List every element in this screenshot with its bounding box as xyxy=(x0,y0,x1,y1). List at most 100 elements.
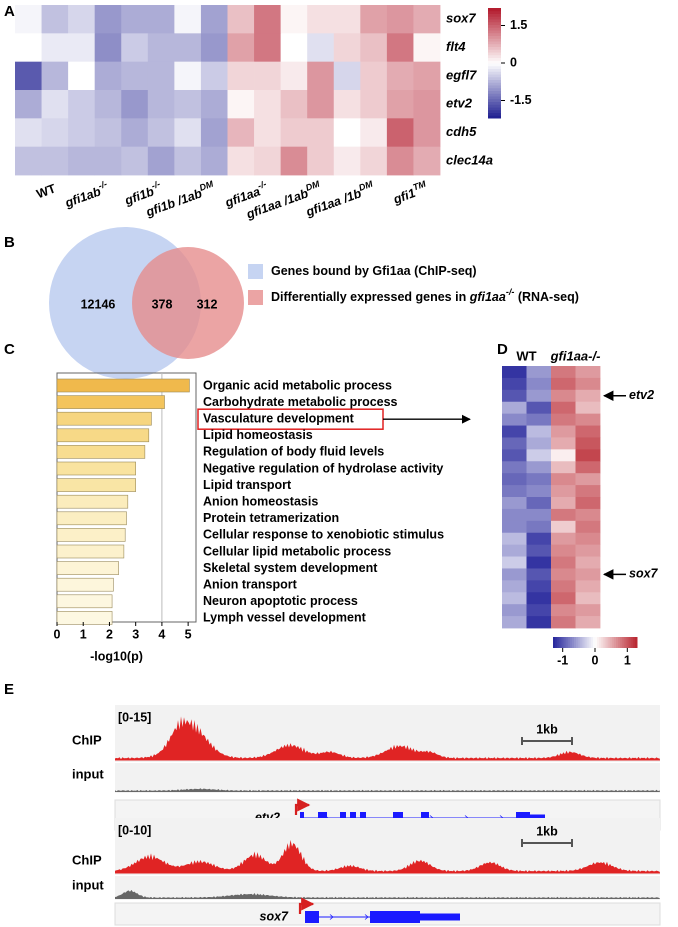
heatmap-cell xyxy=(174,90,202,119)
column-label-sup: TM xyxy=(412,179,428,193)
column-label-text: gfi1ab xyxy=(63,185,104,211)
colorbar-step xyxy=(488,71,501,75)
heatmap-cell xyxy=(551,366,576,379)
heatmap-cell xyxy=(575,532,601,546)
colorbar-step xyxy=(488,43,501,47)
scale-label: 1kb xyxy=(536,824,558,838)
heatmap-cell xyxy=(502,389,527,403)
heatmap-cell xyxy=(200,90,228,119)
heatmap-cell xyxy=(200,33,228,63)
heatmap-cell xyxy=(174,61,202,91)
heatmap-cell xyxy=(502,401,527,415)
heatmap-cell xyxy=(200,118,228,148)
heatmap-cell xyxy=(575,449,601,462)
panel-label: D xyxy=(497,341,508,358)
heatmap-cell xyxy=(575,497,601,510)
heatmap-cell xyxy=(68,118,96,148)
colorbar-step xyxy=(488,35,501,39)
heatmap-cell xyxy=(307,118,335,148)
colorbar-step xyxy=(488,63,501,67)
heatmap-cell xyxy=(280,90,308,119)
colorbar-step xyxy=(488,21,501,25)
heatmap-cell xyxy=(41,90,69,119)
column-label: gfi1TM xyxy=(390,179,430,207)
colorbar-step xyxy=(574,637,577,648)
heatmap-cell xyxy=(360,118,388,148)
heatmap-cell xyxy=(526,604,552,617)
heatmap-cell xyxy=(551,616,576,629)
panel-label: B xyxy=(4,234,15,251)
heatmap-cell xyxy=(551,425,576,438)
legend-label: Genes bound by Gfi1aa (ChIP-seq) xyxy=(271,264,477,278)
colorbar-tick-label: 0 xyxy=(510,55,517,69)
heatmap-cell xyxy=(333,33,361,63)
heatmap-cell xyxy=(575,377,601,391)
track-label: ChIP xyxy=(72,852,102,867)
heatmap-cell xyxy=(121,5,149,34)
colorbar-step xyxy=(634,637,638,648)
heatmap-cell xyxy=(333,146,361,176)
bar xyxy=(56,594,113,609)
colorbar-step xyxy=(618,637,621,648)
category-label: Negative regulation of hydrolase activit… xyxy=(203,461,443,475)
heatmap-cell xyxy=(551,485,576,498)
heatmap-cell xyxy=(526,532,552,546)
heatmap-cell xyxy=(575,473,601,486)
venn-set xyxy=(132,247,244,359)
heatmap-cell xyxy=(121,90,149,119)
colorbar-step xyxy=(488,46,501,50)
heatmap-cell xyxy=(121,33,149,63)
heatmap-cell xyxy=(68,61,96,91)
bar xyxy=(56,378,190,393)
x-tick-label: 4 xyxy=(158,627,165,641)
colorbar-step xyxy=(571,637,575,648)
row-label: etv2 xyxy=(446,96,473,111)
heatmap-cell xyxy=(68,33,96,63)
bar xyxy=(56,544,125,559)
heatmap-cell xyxy=(526,413,552,426)
heatmap-cell xyxy=(254,61,282,91)
scale-label: 1kb xyxy=(536,722,558,736)
heatmap-cell xyxy=(526,592,552,605)
heatmap-cell xyxy=(413,146,441,176)
heatmap-cell xyxy=(413,33,441,63)
heatmap-cell xyxy=(526,377,552,391)
colorbar-step xyxy=(488,98,501,102)
x-tick-label: 1 xyxy=(80,627,87,641)
heatmap-cell xyxy=(227,90,255,119)
heatmap-cell xyxy=(174,33,202,63)
heatmap-cell xyxy=(502,425,527,438)
column-label-sup: DM xyxy=(358,179,375,193)
bar xyxy=(56,395,165,409)
heatmap-cell xyxy=(551,449,576,462)
x-axis-label: -log10(p) xyxy=(90,649,143,663)
heatmap-cell xyxy=(575,592,601,605)
category-label: Skeletal system development xyxy=(203,561,378,575)
colorbar-step xyxy=(488,107,501,111)
venn-count: 312 xyxy=(197,297,218,311)
column-label-sup: DM xyxy=(198,179,215,193)
colorbar-step xyxy=(588,637,592,648)
heatmap-cell xyxy=(174,118,202,148)
colorbar-step xyxy=(488,90,501,94)
colorbar-step xyxy=(488,49,501,53)
colorbar-step xyxy=(488,10,501,14)
heatmap-cell xyxy=(526,461,552,474)
heatmap-cell xyxy=(386,146,414,176)
track-label: input xyxy=(72,877,104,892)
heatmap-cell xyxy=(147,90,175,119)
heatmap-cell xyxy=(502,616,527,629)
heatmap-cell xyxy=(200,61,228,91)
colorbar-step xyxy=(599,637,602,648)
column-label-text: WT xyxy=(35,182,58,202)
heatmap-cell xyxy=(200,5,228,34)
column-label-sup: DM xyxy=(304,179,321,193)
column-label: WT xyxy=(516,348,536,363)
colorbar-step xyxy=(488,16,501,20)
colorbar-step xyxy=(488,13,501,17)
heatmap-cell xyxy=(227,61,255,91)
heatmap-cell xyxy=(360,61,388,91)
signal-track xyxy=(115,716,660,760)
heatmap-cell xyxy=(551,389,576,403)
heatmap-cell xyxy=(551,401,576,415)
